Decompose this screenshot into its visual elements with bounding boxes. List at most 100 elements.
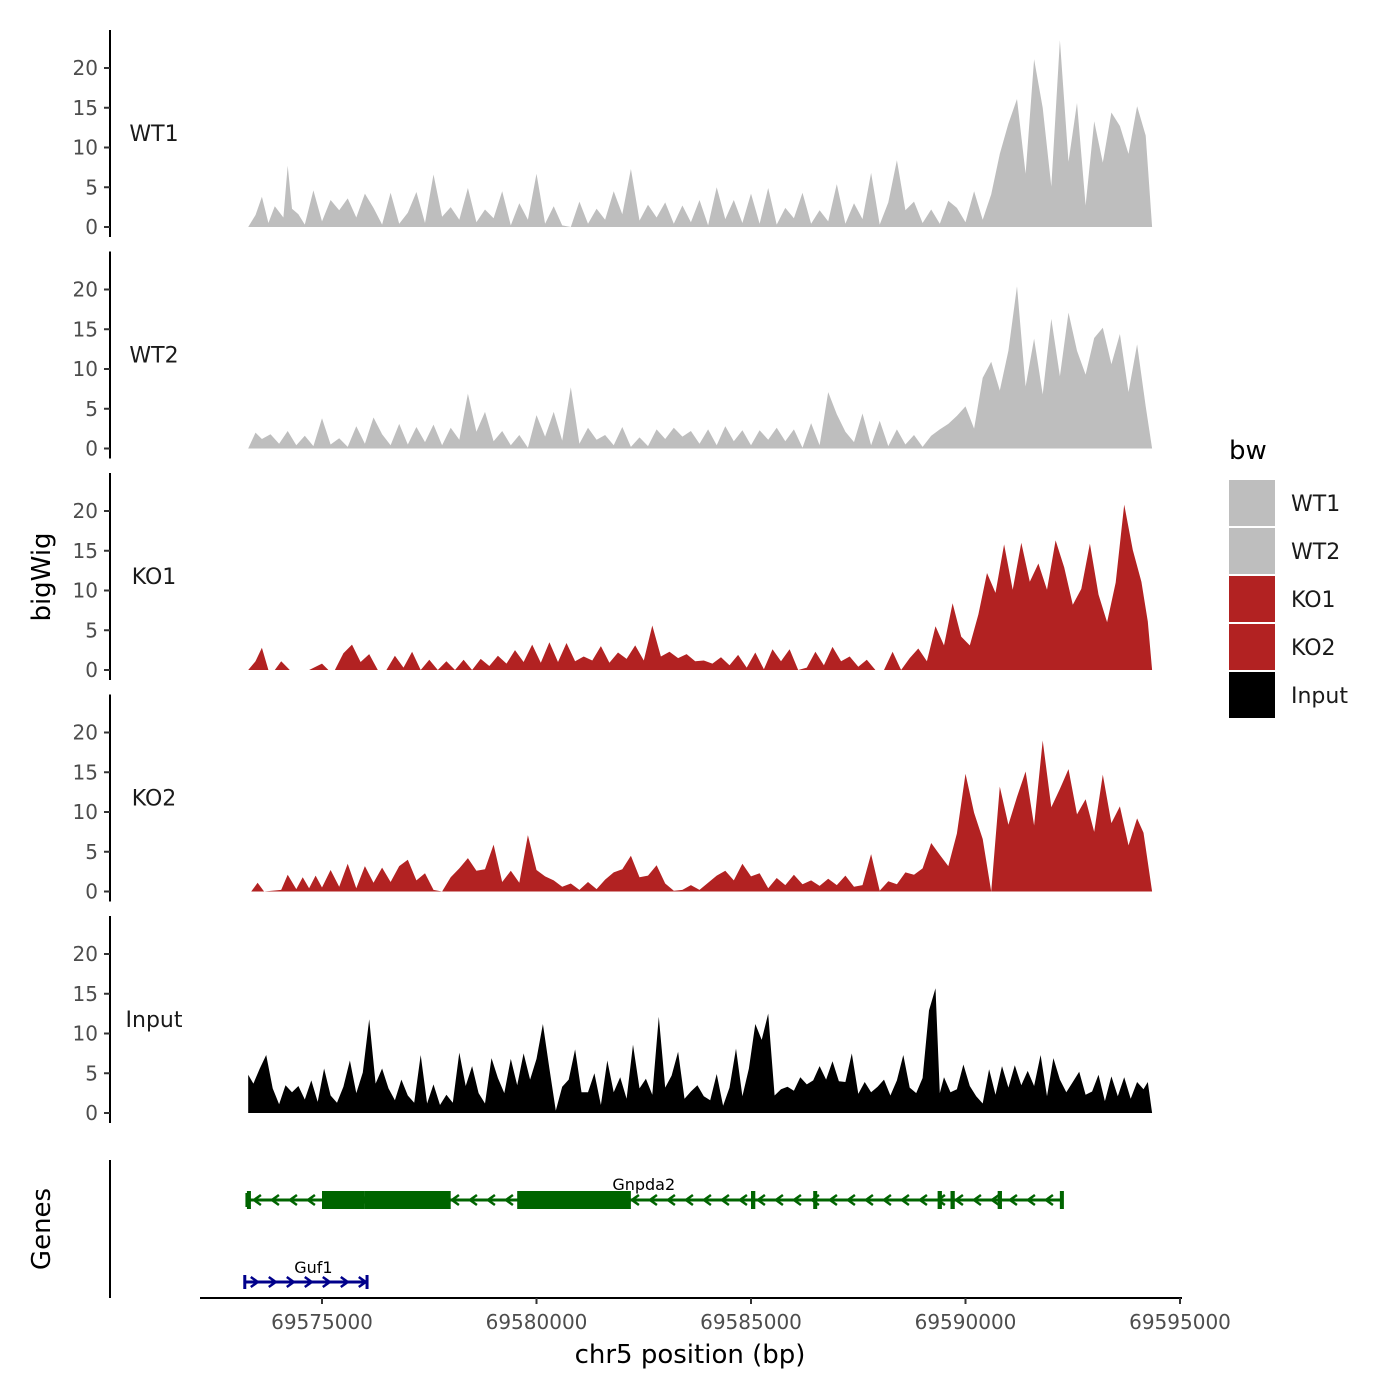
y-tick-label: 0 <box>85 1101 98 1125</box>
track-label: WT1 <box>129 122 178 147</box>
strand-arrow <box>286 1275 296 1289</box>
signal-area-ko1 <box>248 504 1153 670</box>
gene-label: Guf1 <box>294 1258 332 1277</box>
strand-arrow <box>863 1193 874 1207</box>
track-wt1: 0 5 10 15 20 WT1 <box>73 30 1153 239</box>
strand-arrow <box>773 1193 784 1207</box>
strand-arrow <box>899 1193 910 1207</box>
y-tick-label: 20 <box>73 499 98 523</box>
strand-arrow <box>791 1193 802 1207</box>
strand-arrow <box>304 1275 314 1289</box>
gene-gnpda2: Gnpda2 <box>245 1175 1064 1209</box>
y-tick-label: 10 <box>73 579 98 603</box>
strand-arrow <box>683 1193 694 1207</box>
gene-label: Gnpda2 <box>612 1175 675 1194</box>
y-tick-label: 10 <box>73 800 98 824</box>
y-tick-label: 20 <box>73 942 98 966</box>
legend-key-wt1 <box>1229 480 1275 526</box>
strand-arrow <box>629 1193 640 1207</box>
strand-arrow <box>971 1193 982 1207</box>
y-tick-label: 5 <box>85 175 98 199</box>
x-tick-label: 69590000 <box>915 1310 1017 1334</box>
legend-key-input <box>1229 672 1275 718</box>
gene-exon <box>364 1191 451 1209</box>
strand-arrow <box>340 1275 350 1289</box>
gene-exon <box>322 1191 365 1209</box>
strand-arrow <box>503 1193 514 1207</box>
y-tick-label: 5 <box>85 1061 98 1085</box>
y-tick-label: 20 <box>73 721 98 745</box>
signal-area-input <box>248 988 1153 1113</box>
strand-arrow <box>1043 1193 1054 1207</box>
gene-guf1: Guf1 <box>243 1258 369 1289</box>
y-tick-label: 5 <box>85 840 98 864</box>
y-tick-label: 5 <box>85 397 98 421</box>
y-tick-label: 0 <box>85 437 98 461</box>
strand-arrow <box>647 1193 658 1207</box>
strand-arrow <box>719 1193 730 1207</box>
gene-exon <box>937 1191 942 1209</box>
genes-axis-title: Genes <box>27 1188 57 1270</box>
y-tick-label: 5 <box>85 618 98 642</box>
strand-arrow <box>251 1193 262 1207</box>
signal-area-wt1 <box>248 40 1153 228</box>
track-ko1: 0 5 10 15 20 KO1 <box>73 473 1153 682</box>
strand-arrow <box>989 1193 1000 1207</box>
strand-arrow <box>322 1275 332 1289</box>
y-tick-label: 0 <box>85 658 98 682</box>
x-tick-label: 69575000 <box>271 1310 373 1334</box>
gene-exon <box>1059 1191 1064 1209</box>
y-tick-label: 10 <box>73 357 98 381</box>
track-wt2: 0 5 10 15 20 WT2 <box>73 251 1153 461</box>
track-label: KO2 <box>132 787 177 812</box>
x-axis-title: chr5 position (bp) <box>575 1340 806 1370</box>
legend-label: WT2 <box>1291 540 1340 565</box>
legend-title: bw <box>1229 436 1267 466</box>
gene-exon <box>997 1191 1002 1209</box>
legend-label: Input <box>1291 684 1348 709</box>
legend-label: WT1 <box>1291 492 1340 517</box>
gene-exon <box>246 1191 251 1209</box>
gene-exon <box>751 1191 756 1209</box>
strand-arrow <box>827 1193 838 1207</box>
strand-arrow <box>881 1193 892 1207</box>
strand-arrow <box>701 1193 712 1207</box>
y-tick-label: 15 <box>73 760 98 784</box>
signal-area-ko2 <box>251 740 1153 892</box>
x-axis: 69575000 69580000 69585000 69590000 69595000 <box>200 1297 1231 1334</box>
genes-track: Gnpda2 Guf1 <box>109 1160 1064 1298</box>
y-tick-label: 10 <box>73 1022 98 1046</box>
y-tick-label: 15 <box>73 96 98 120</box>
signal-area-wt2 <box>248 286 1153 449</box>
strand-arrow <box>269 1193 280 1207</box>
x-tick-label: 69585000 <box>700 1310 802 1334</box>
strand-arrow <box>250 1275 260 1289</box>
x-tick-label: 69595000 <box>1129 1310 1231 1334</box>
strand-arrow <box>1025 1193 1036 1207</box>
y-tick-label: 20 <box>73 56 98 80</box>
track-label: Input <box>126 1008 183 1033</box>
legend-key-ko2 <box>1229 624 1275 670</box>
y-tick-label: 20 <box>73 278 98 302</box>
strand-arrow <box>917 1193 928 1207</box>
strand-arrow <box>305 1193 316 1207</box>
gene-exon <box>950 1191 955 1209</box>
legend-label: KO2 <box>1291 636 1336 661</box>
legend-label: KO1 <box>1291 588 1336 613</box>
legend: bw WT1 WT2 KO1 KO2 Input <box>1229 436 1348 718</box>
bigwig-tracks: 0 5 10 15 20 WT1 0 5 10 15 20 WT2 0 5 10 15 20 KO1 0 5 10 15 2… <box>73 30 1153 1125</box>
strand-arrow <box>665 1193 676 1207</box>
track-label: WT2 <box>129 344 178 369</box>
y-tick-label: 15 <box>73 317 98 341</box>
legend-key-ko1 <box>1229 576 1275 622</box>
y-axis-title: bigWig <box>27 532 57 621</box>
gene-exon <box>813 1191 818 1209</box>
strand-arrow <box>449 1193 460 1207</box>
y-tick-label: 10 <box>73 136 98 160</box>
strand-arrow <box>737 1193 748 1207</box>
strand-arrow <box>755 1193 766 1207</box>
strand-arrow <box>485 1193 496 1207</box>
track-label: KO1 <box>132 565 177 590</box>
y-tick-label: 15 <box>73 982 98 1006</box>
